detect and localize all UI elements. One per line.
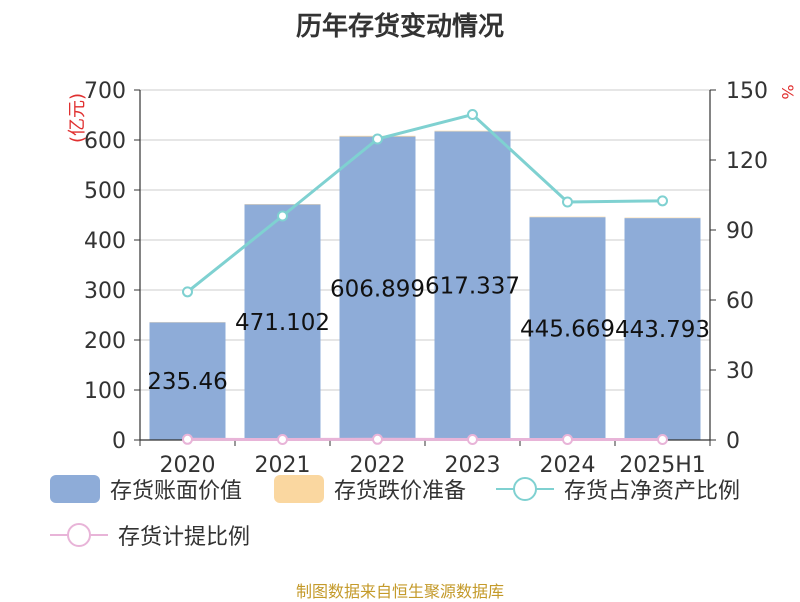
bar-data-label: 235.46 — [147, 369, 227, 395]
y-left-tick-label: 0 — [112, 429, 126, 454]
y-left-tick-label: 200 — [84, 329, 126, 354]
line-point — [278, 435, 287, 444]
bar-data-label: 443.793 — [615, 317, 710, 343]
y-left-tick-label: 100 — [84, 379, 126, 404]
legend-item-provision-ratio[interactable]: 存货计提比例 — [50, 518, 250, 552]
legend-item-net-asset-ratio[interactable]: 存货占净资产比例 — [496, 472, 740, 506]
legend-line-swatch-teal — [496, 475, 554, 503]
legend-item-reserve[interactable]: 存货跌价准备 — [274, 472, 466, 506]
y-left-tick-label: 700 — [84, 79, 126, 104]
legend-line-swatch-pink — [50, 521, 108, 549]
y-right-tick-label: 0 — [726, 429, 740, 454]
line-point — [183, 287, 192, 296]
line-point — [373, 135, 382, 144]
line-point — [468, 110, 477, 119]
y-left-tick-label: 400 — [84, 229, 126, 254]
line-point — [373, 435, 382, 444]
line-point — [563, 198, 572, 207]
bar-reserve — [530, 217, 606, 218]
line-point — [658, 435, 667, 444]
y-right-tick-label: 60 — [726, 289, 754, 314]
legend-item-inventory-value[interactable]: 存货账面价值 — [50, 472, 242, 506]
y-left-tick-label: 600 — [84, 129, 126, 154]
y-right-tick-label: 30 — [726, 359, 754, 384]
legend-swatch-orange — [274, 475, 324, 503]
line-point — [658, 196, 667, 205]
legend-label: 存货计提比例 — [118, 519, 250, 551]
y-left-tick-label: 500 — [84, 179, 126, 204]
bar-data-label: 617.337 — [425, 274, 520, 300]
legend-label: 存货账面价值 — [110, 473, 242, 505]
line-point — [563, 435, 572, 444]
line-point — [468, 435, 477, 444]
y-left-tick-label: 300 — [84, 279, 126, 304]
line-point — [183, 435, 192, 444]
line-point — [278, 212, 287, 221]
bar-reserve — [435, 131, 511, 132]
legend-label: 存货占净资产比例 — [564, 473, 740, 505]
bar-reserve — [625, 218, 701, 219]
y-right-tick-label: 150 — [726, 79, 768, 104]
legend-swatch-blue — [50, 475, 100, 503]
bar-data-label: 471.102 — [235, 310, 330, 336]
y-right-tick-label: 120 — [726, 149, 768, 174]
bar-data-label: 445.669 — [520, 317, 615, 343]
source-note: 制图数据来自恒生聚源数据库 — [0, 578, 800, 602]
y-axis-left-label: (亿元) — [67, 93, 88, 143]
y-axis-right-label: % — [778, 84, 797, 99]
y-right-tick-label: 90 — [726, 219, 754, 244]
bar-data-label: 606.899 — [330, 276, 425, 302]
legend-label: 存货跌价准备 — [334, 473, 466, 505]
